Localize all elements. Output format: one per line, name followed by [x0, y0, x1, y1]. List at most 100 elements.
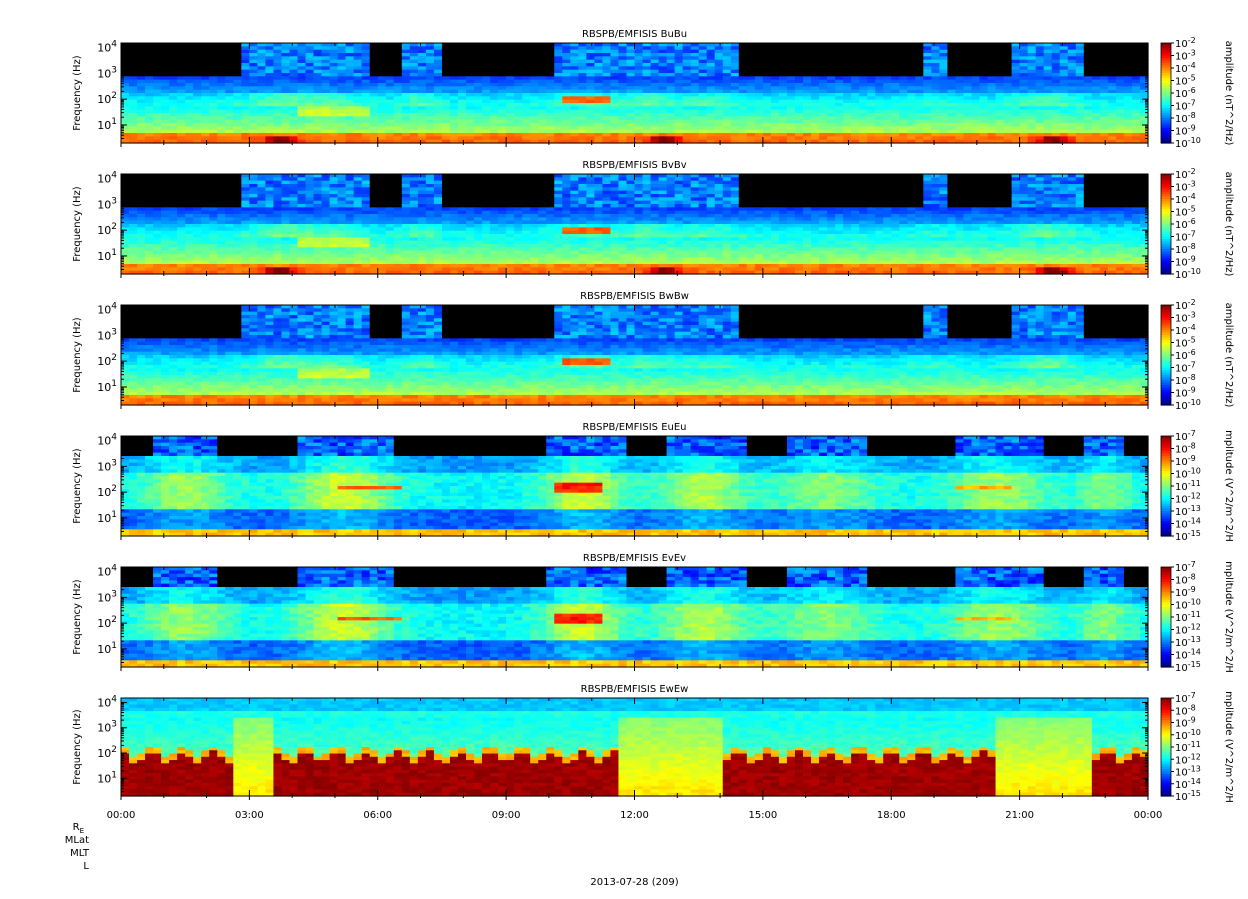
- ephemeris-label: RE: [73, 822, 84, 835]
- y-tick-label: 103: [97, 458, 117, 473]
- colorbar-tick-label: 10-10: [1175, 398, 1201, 412]
- colorbar-tick-label: 10-4: [1175, 192, 1196, 206]
- panel-title: RBSPB/EMFISIS EwEw: [581, 684, 689, 695]
- panel-title: RBSPB/EMFISIS BvBv: [582, 160, 686, 171]
- colorbar-tick-label: 10-9: [1175, 255, 1196, 269]
- colorbar-tick-label: 10-10: [1175, 136, 1201, 150]
- y-tick-label: 101: [97, 117, 117, 132]
- y-tick-label: 101: [97, 248, 117, 263]
- panel-title: RBSPB/EMFISIS BuBu: [582, 29, 687, 40]
- colorbar-tick-label: 10-12: [1175, 752, 1201, 766]
- x-tick-label: 12:00: [620, 810, 649, 821]
- colorbar-tick-label: 10-7: [1175, 691, 1196, 705]
- y-tick-label: 101: [97, 379, 117, 394]
- colorbar-tick-label: 10-8: [1175, 442, 1196, 456]
- colorbar-tick-label: 10-10: [1175, 728, 1201, 742]
- colorbar-tick-label: 10-7: [1175, 560, 1196, 574]
- y-axis-label: Frequency (Hz): [72, 186, 83, 262]
- y-tick-label: 103: [97, 589, 117, 604]
- colorbar-tick-label: 10-4: [1175, 61, 1196, 75]
- colorbar-tick-label: 10-7: [1175, 230, 1196, 244]
- colorbar-tick-label: 10-7: [1175, 429, 1196, 443]
- colorbar-tick-label: 10-10: [1175, 267, 1201, 281]
- y-tick-label: 103: [97, 65, 117, 80]
- colorbar-tick-label: 10-9: [1175, 716, 1196, 730]
- colorbar-label: mplitude (V^2/m^2/H: [1223, 691, 1234, 803]
- spectrogram-cells: [121, 305, 1149, 406]
- colorbar-tick-label: 10-14: [1175, 517, 1201, 531]
- y-tick-label: 104: [97, 40, 117, 55]
- colorbar-tick-label: 10-5: [1175, 205, 1196, 219]
- ephemeris-label: MLT: [70, 848, 90, 859]
- spectrogram-panel-2: RBSPB/EMFISIS BvBv 101 102 103 104 Frequency …: [72, 160, 1234, 281]
- y-tick-label: 103: [97, 196, 117, 211]
- x-tick-label: 06:00: [363, 810, 392, 821]
- colorbar-label: mplitude (V^2/m^2/H: [1223, 561, 1234, 673]
- colorbar-tick-label: 10-6: [1175, 217, 1196, 231]
- spectrogram-cells: [121, 174, 1149, 275]
- colorbar-tick-label: 10-8: [1175, 573, 1196, 587]
- y-tick-label: 101: [97, 641, 117, 656]
- y-tick-label: 102: [97, 91, 117, 106]
- colorbar-tick-label: 10-14: [1175, 648, 1201, 662]
- colorbar-tick-label: 10-2: [1175, 298, 1196, 312]
- colorbar-tick-label: 10-8: [1175, 373, 1196, 387]
- colorbar-label: amplitude (nT^2/Hz): [1223, 303, 1234, 408]
- y-tick-label: 102: [97, 745, 117, 760]
- colorbar-label: amplitude (nT^2/Hz): [1223, 41, 1234, 146]
- colorbar-tick-label: 10-9: [1175, 386, 1196, 400]
- y-tick-label: 104: [97, 694, 117, 709]
- ephemeris-label: L: [83, 861, 89, 872]
- x-tick-label: 09:00: [492, 810, 521, 821]
- y-tick-label: 104: [97, 171, 117, 186]
- y-axis-label: Frequency (Hz): [72, 709, 83, 785]
- x-tick-label: 00:00: [107, 810, 136, 821]
- colorbar-tick-label: 10-15: [1175, 660, 1201, 674]
- x-tick-label: 00:00: [1134, 810, 1163, 821]
- colorbar-label: amplitude (nT^2/Hz): [1223, 172, 1234, 277]
- panel-title: RBSPB/EMFISIS EvEv: [583, 553, 686, 564]
- colorbar-tick-label: 10-11: [1175, 740, 1201, 754]
- colorbar-tick-label: 10-8: [1175, 111, 1196, 125]
- colorbar-tick-label: 10-10: [1175, 598, 1201, 612]
- colorbar-label: mplitude (V^2/m^2/H: [1223, 430, 1234, 542]
- time-axis: 00:00 03:00 06:00 09:00 12:00 15:00 18:00 21:00…: [107, 810, 1163, 821]
- colorbar-tick-label: 10-11: [1175, 479, 1201, 493]
- y-tick-label: 102: [97, 222, 117, 237]
- colorbar-tick-label: 10-7: [1175, 99, 1196, 113]
- y-tick-label: 104: [97, 302, 117, 317]
- y-axis-label: Frequency (Hz): [72, 448, 83, 524]
- colorbar: 10-710-810-910-1010-1110-1210-1310-1410-…: [1160, 691, 1234, 803]
- spectrogram-panel-4: RBSPB/EMFISIS EuEu 101 102 103 104 Frequency …: [72, 422, 1234, 543]
- colorbar-tick-label: 10-4: [1175, 323, 1196, 337]
- spectrogram-cells: [121, 567, 1149, 668]
- colorbar-tick-label: 10-3: [1175, 180, 1196, 194]
- colorbar: 10-210-310-410-510-610-710-810-910-10 amp…: [1160, 298, 1234, 412]
- colorbar-tick-label: 10-7: [1175, 361, 1196, 375]
- y-tick-label: 102: [97, 353, 117, 368]
- colorbar-tick-label: 10-11: [1175, 610, 1201, 624]
- spectrogram-cells: [121, 436, 1149, 537]
- colorbar-tick-label: 10-13: [1175, 765, 1201, 779]
- colorbar: 10-710-810-910-1010-1110-1210-1310-1410-…: [1160, 560, 1234, 674]
- y-tick-label: 101: [97, 510, 117, 525]
- colorbar-tick-label: 10-6: [1175, 348, 1196, 362]
- colorbar-tick-label: 10-14: [1175, 777, 1201, 791]
- spectrogram-panel-6: RBSPB/EMFISIS EwEw 101 102 103 104 Frequency …: [72, 684, 1234, 803]
- colorbar-tick-label: 10-6: [1175, 86, 1196, 100]
- x-tick-label: 03:00: [235, 810, 264, 821]
- y-tick-label: 102: [97, 615, 117, 630]
- date-label: 2013-07-28 (209): [590, 877, 678, 888]
- colorbar-tick-label: 10-8: [1175, 242, 1196, 256]
- y-axis-label: Frequency (Hz): [72, 55, 83, 131]
- colorbar-tick-label: 10-9: [1175, 585, 1196, 599]
- y-tick-label: 102: [97, 484, 117, 499]
- spectrogram-panel-5: RBSPB/EMFISIS EvEv 101 102 103 104 Frequency …: [72, 553, 1234, 674]
- colorbar: 10-210-310-410-510-610-710-810-910-10 amp…: [1160, 167, 1234, 281]
- colorbar-tick-label: 10-8: [1175, 703, 1196, 717]
- y-axis-label: Frequency (Hz): [72, 317, 83, 393]
- colorbar-tick-label: 10-5: [1175, 336, 1196, 350]
- spectrogram-panel-3: RBSPB/EMFISIS BwBw 101 102 103 104 Frequency …: [72, 291, 1234, 412]
- colorbar-tick-label: 10-5: [1175, 74, 1196, 88]
